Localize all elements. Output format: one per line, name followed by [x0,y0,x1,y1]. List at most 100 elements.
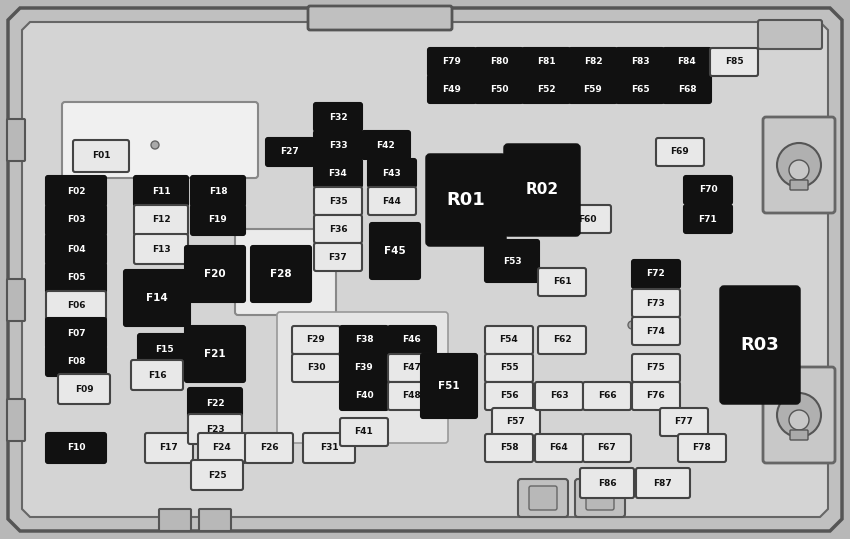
Text: F45: F45 [384,246,405,256]
FancyBboxPatch shape [46,346,106,376]
Circle shape [789,160,809,180]
Text: F54: F54 [500,335,518,344]
FancyBboxPatch shape [191,460,243,490]
FancyBboxPatch shape [529,486,557,510]
FancyBboxPatch shape [518,479,568,517]
Text: F75: F75 [647,363,666,372]
Text: F16: F16 [148,370,167,379]
Text: F34: F34 [329,169,348,177]
Text: F02: F02 [67,186,85,196]
Text: F03: F03 [67,216,85,225]
FancyBboxPatch shape [340,418,388,446]
Text: F66: F66 [598,391,616,400]
FancyBboxPatch shape [485,326,533,354]
Text: F74: F74 [647,327,666,335]
Text: F40: F40 [354,391,373,400]
FancyBboxPatch shape [292,326,340,354]
Text: F84: F84 [677,58,696,66]
FancyBboxPatch shape [46,176,106,206]
Text: F24: F24 [212,444,231,453]
Text: F86: F86 [598,479,616,487]
FancyBboxPatch shape [538,326,586,354]
Text: F53: F53 [502,257,521,266]
FancyBboxPatch shape [124,270,190,326]
Text: F19: F19 [208,216,227,225]
Text: F67: F67 [598,444,616,453]
FancyBboxPatch shape [199,509,231,531]
Text: F28: F28 [270,269,292,279]
FancyBboxPatch shape [485,240,539,282]
FancyBboxPatch shape [368,187,416,215]
Text: F30: F30 [307,363,326,372]
Text: F35: F35 [329,197,348,205]
FancyBboxPatch shape [388,382,436,410]
FancyBboxPatch shape [505,145,579,235]
FancyBboxPatch shape [656,138,704,166]
FancyBboxPatch shape [46,318,106,348]
FancyBboxPatch shape [636,468,690,498]
FancyBboxPatch shape [191,205,245,235]
Text: F79: F79 [443,58,462,66]
Text: F77: F77 [675,418,694,426]
Text: F15: F15 [155,344,173,354]
Text: F43: F43 [382,169,401,177]
FancyBboxPatch shape [428,48,476,76]
FancyBboxPatch shape [485,382,533,410]
FancyBboxPatch shape [340,354,388,382]
FancyBboxPatch shape [340,382,388,410]
Text: F01: F01 [92,151,110,161]
FancyBboxPatch shape [663,48,711,76]
FancyBboxPatch shape [235,229,336,315]
FancyBboxPatch shape [368,159,416,187]
Text: F58: F58 [500,444,518,453]
Text: F70: F70 [699,185,717,195]
FancyBboxPatch shape [660,408,708,436]
Text: F51: F51 [439,381,460,391]
Text: F41: F41 [354,427,373,437]
Text: F14: F14 [146,293,167,303]
FancyBboxPatch shape [303,433,355,463]
Text: F71: F71 [699,215,717,224]
Text: F25: F25 [207,471,226,480]
FancyBboxPatch shape [188,388,242,418]
FancyBboxPatch shape [535,382,583,410]
Text: F81: F81 [536,58,555,66]
FancyBboxPatch shape [632,260,680,288]
Text: R01: R01 [446,191,485,209]
Text: F31: F31 [320,444,338,453]
FancyBboxPatch shape [58,374,110,404]
FancyBboxPatch shape [538,268,586,296]
Circle shape [789,410,809,430]
Text: F29: F29 [307,335,326,344]
FancyBboxPatch shape [46,234,106,264]
FancyBboxPatch shape [663,75,711,103]
FancyBboxPatch shape [340,326,388,354]
FancyBboxPatch shape [790,180,808,190]
FancyBboxPatch shape [191,176,245,206]
FancyBboxPatch shape [46,291,106,321]
FancyBboxPatch shape [314,215,362,243]
FancyBboxPatch shape [475,75,523,103]
FancyBboxPatch shape [245,433,293,463]
FancyBboxPatch shape [362,131,410,159]
FancyBboxPatch shape [314,187,362,215]
FancyBboxPatch shape [616,75,664,103]
Text: F04: F04 [66,245,85,253]
Text: R02: R02 [525,183,558,197]
Text: F83: F83 [631,58,649,66]
Text: F05: F05 [67,273,85,282]
Text: F37: F37 [329,252,348,261]
Text: F33: F33 [329,141,348,149]
FancyBboxPatch shape [159,509,191,531]
Text: F21: F21 [204,349,226,359]
Text: F48: F48 [403,391,422,400]
Text: F10: F10 [67,444,85,453]
Polygon shape [22,22,828,517]
Text: F07: F07 [66,328,85,337]
FancyBboxPatch shape [580,468,634,498]
Text: F82: F82 [584,58,603,66]
FancyBboxPatch shape [308,6,452,30]
FancyBboxPatch shape [678,434,726,462]
FancyBboxPatch shape [277,312,448,443]
FancyBboxPatch shape [522,48,570,76]
